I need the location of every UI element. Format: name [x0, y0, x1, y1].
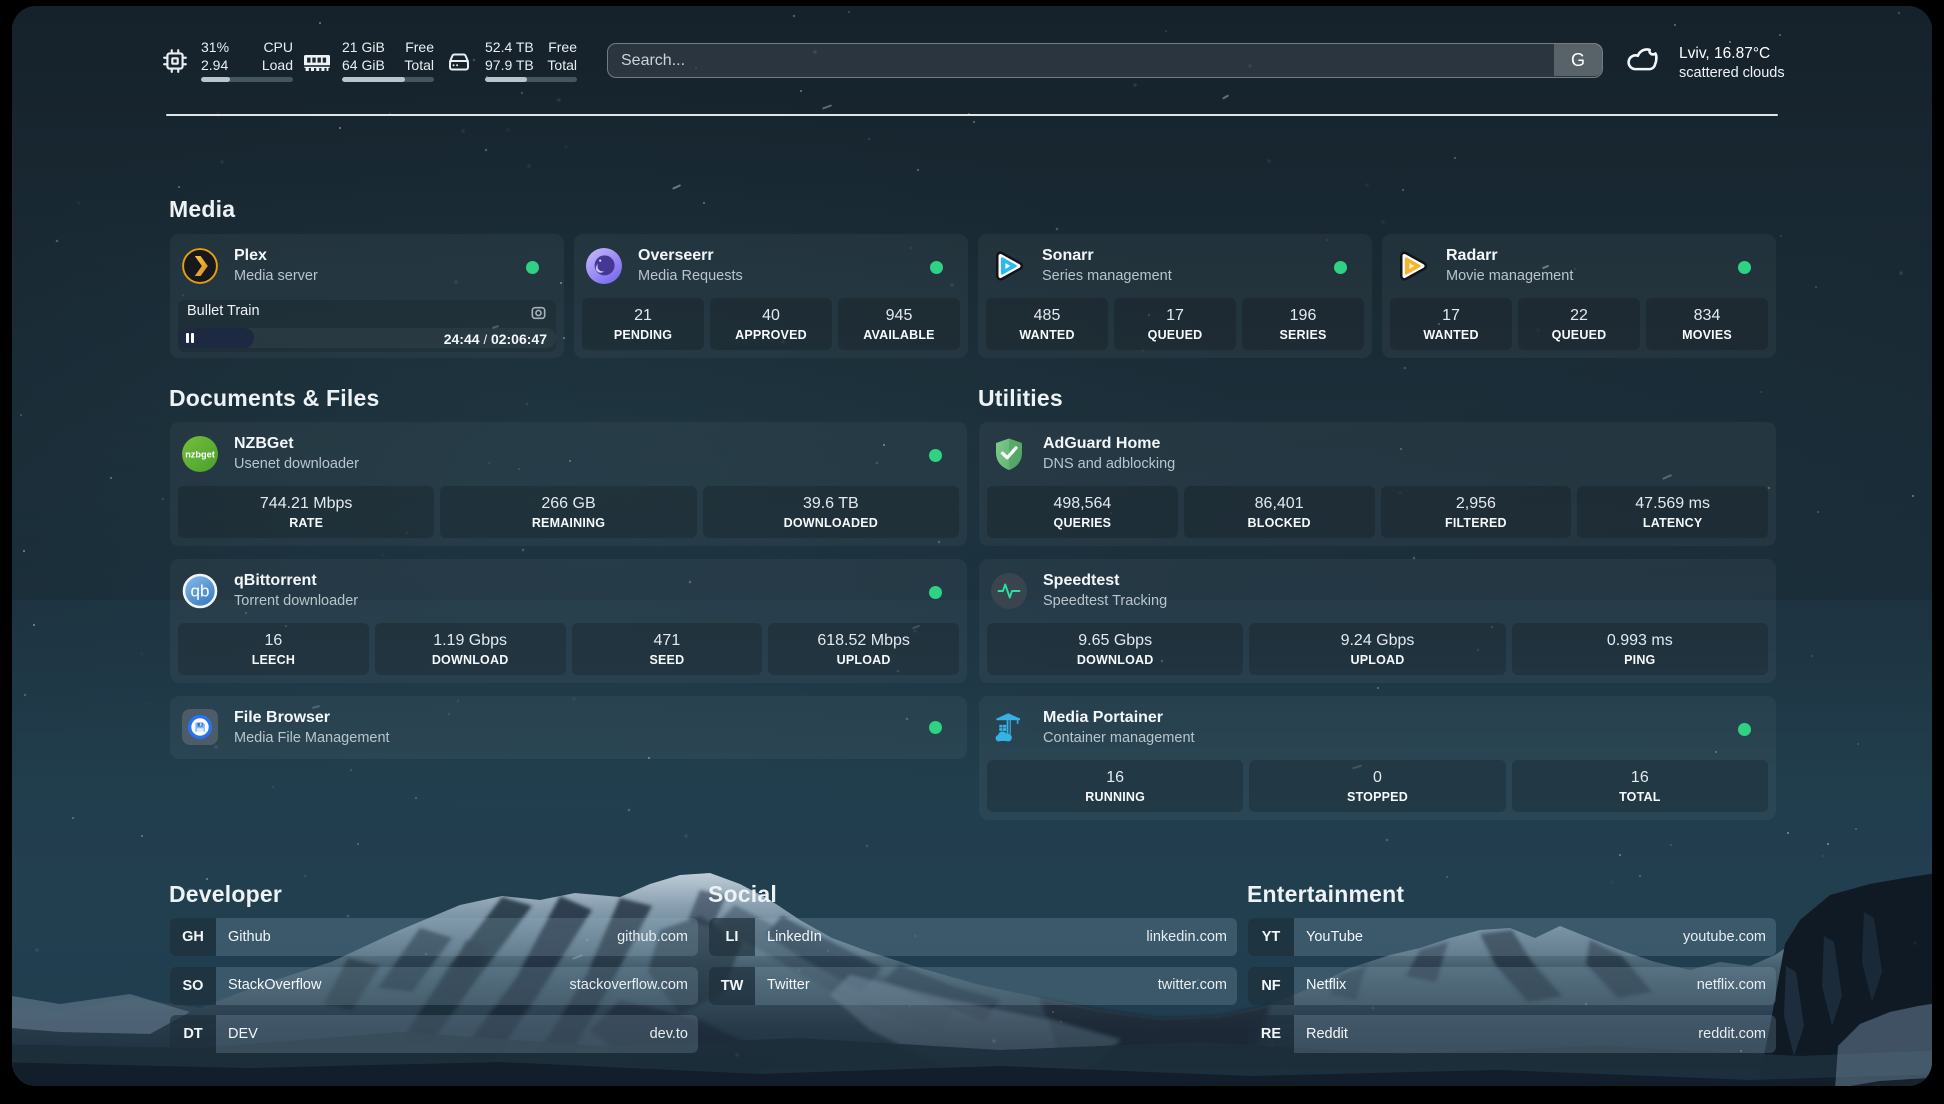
- svg-text:qb: qb: [191, 582, 210, 601]
- svg-text:nzbget: nzbget: [185, 450, 215, 460]
